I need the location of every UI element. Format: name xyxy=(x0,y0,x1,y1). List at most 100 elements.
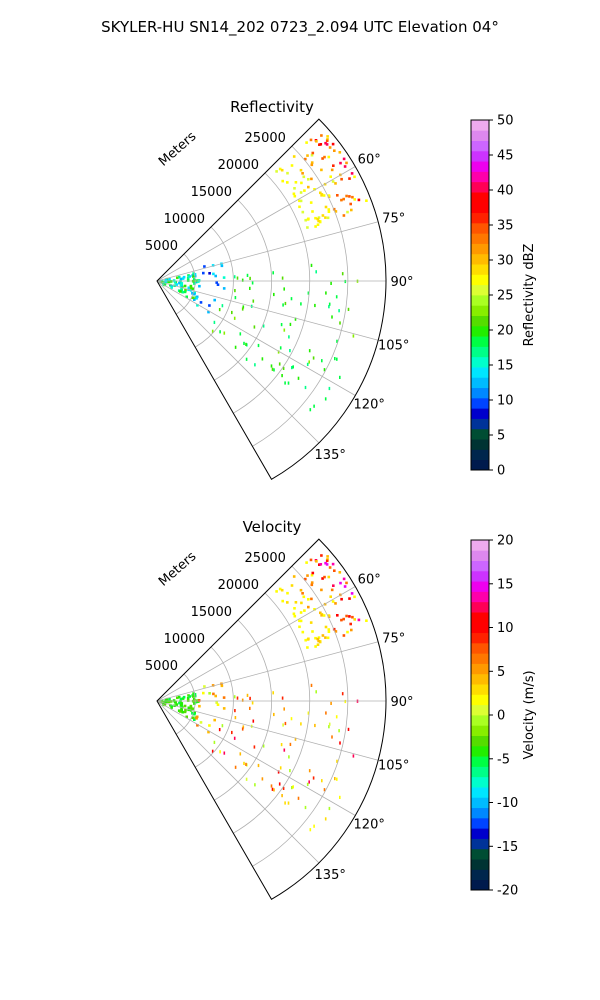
echo-gate xyxy=(313,608,316,611)
echo-gate xyxy=(234,345,237,349)
echo-gate xyxy=(286,171,289,175)
echo-gate xyxy=(239,752,242,756)
colorbar-bin xyxy=(471,859,489,870)
echo-gate xyxy=(283,748,286,752)
colorbar-bin xyxy=(471,346,489,358)
echo-gate xyxy=(326,216,330,220)
echo-gate xyxy=(299,588,303,592)
echo-gate xyxy=(241,278,244,282)
echo-gate xyxy=(179,710,182,713)
echo-gate xyxy=(331,735,333,739)
echo-gate xyxy=(280,323,283,327)
echo-gate xyxy=(324,216,327,219)
colorbar-bin xyxy=(471,673,489,685)
echo-gate xyxy=(333,149,336,152)
echo-gate xyxy=(186,277,190,280)
echo-gate xyxy=(257,343,260,348)
colorbar-bin xyxy=(471,181,489,193)
colorbar-bin xyxy=(471,591,489,603)
echo-gate xyxy=(222,696,226,699)
echo-gate xyxy=(185,295,188,299)
echo-gate xyxy=(212,692,215,696)
colorbar-bin xyxy=(471,653,489,664)
echo-gate xyxy=(273,368,275,372)
echo-gate xyxy=(333,569,336,572)
reflectivity-colorbar: 0 5 10 15 20 25 30 35 40 45 50 Reflectivity dBZ xyxy=(470,114,537,479)
echo-gate xyxy=(340,198,343,202)
theta-tick-label: 120° xyxy=(354,818,385,833)
r-tick-label: 20000 xyxy=(218,158,259,173)
echo-gate xyxy=(340,177,343,181)
echo-gate xyxy=(313,824,315,828)
echo-gate xyxy=(208,692,211,695)
echo-gate xyxy=(305,561,308,564)
colorbar-label: Reflectivity dBZ xyxy=(522,244,537,347)
colorbar-tick-label: -20 xyxy=(497,884,518,899)
echo-gate xyxy=(262,324,265,328)
echo-gate xyxy=(348,597,351,600)
echo-gate xyxy=(290,297,293,301)
echo-gate xyxy=(220,264,224,268)
echo-gate xyxy=(197,279,201,282)
colorbar-bin xyxy=(471,550,489,561)
echo-gate xyxy=(316,643,320,646)
echo-gate xyxy=(350,208,353,212)
echo-gate xyxy=(170,704,173,708)
echo-gate xyxy=(310,153,314,157)
colorbar-bin xyxy=(471,787,489,798)
colorbar-bin xyxy=(471,140,489,152)
echo-gate xyxy=(193,292,196,296)
echo-gate xyxy=(314,216,317,220)
echo-gate xyxy=(304,218,307,222)
echo-gate xyxy=(322,194,326,197)
echo-gate xyxy=(198,704,201,708)
velocity-panel: Velocity 60° 75° 90° 105° 120° 135° 5000 10000… xyxy=(145,518,537,900)
echo-gate xyxy=(181,285,184,289)
echo-gate xyxy=(191,296,194,300)
echo-gate xyxy=(351,615,354,619)
echo-gate xyxy=(325,139,329,143)
echo-gate xyxy=(191,287,195,291)
echo-gate xyxy=(183,290,187,294)
echo-gate xyxy=(279,766,282,770)
echo-gate xyxy=(287,801,290,805)
colorbar-bin xyxy=(471,776,489,788)
echo-gate xyxy=(317,219,320,223)
colorbar-tick-label: -5 xyxy=(497,752,510,767)
echo-gate xyxy=(187,286,191,290)
echo-gate xyxy=(281,276,284,280)
echo-gate xyxy=(332,584,335,587)
echo-gate xyxy=(293,614,297,618)
echo-gate xyxy=(292,785,294,789)
echo-gate xyxy=(167,280,171,284)
echo-gate xyxy=(316,223,320,226)
echo-gate xyxy=(365,619,368,622)
echo-gate xyxy=(273,788,275,792)
echo-gate xyxy=(181,277,185,280)
echo-gate xyxy=(299,191,303,194)
echo-gate xyxy=(319,563,323,566)
colorbar-tick-label: 5 xyxy=(497,429,505,444)
echo-gate xyxy=(336,339,338,343)
echo-gate xyxy=(353,198,356,201)
sector-outline xyxy=(156,538,387,900)
colorbar-bin xyxy=(471,622,489,634)
echo-gate xyxy=(172,279,176,282)
colorbar-bin xyxy=(471,130,489,141)
echo-gate xyxy=(184,289,187,292)
echo-gate xyxy=(291,786,293,790)
echo-gate xyxy=(341,272,344,276)
theta-tick-label: 135° xyxy=(315,448,346,463)
colorbar-bin xyxy=(471,150,489,162)
echo-gate xyxy=(324,141,327,145)
echo-gate xyxy=(196,304,199,307)
echo-gate xyxy=(309,558,313,562)
echo-gate xyxy=(307,711,310,715)
colorbar-tick-label: 0 xyxy=(497,464,505,479)
echo-gate xyxy=(336,777,338,781)
echo-gate xyxy=(315,140,318,143)
echo-gate xyxy=(231,730,233,735)
echo-gate xyxy=(320,614,323,617)
echo-gate xyxy=(327,194,331,197)
colorbar-tick-label: 35 xyxy=(497,219,514,234)
